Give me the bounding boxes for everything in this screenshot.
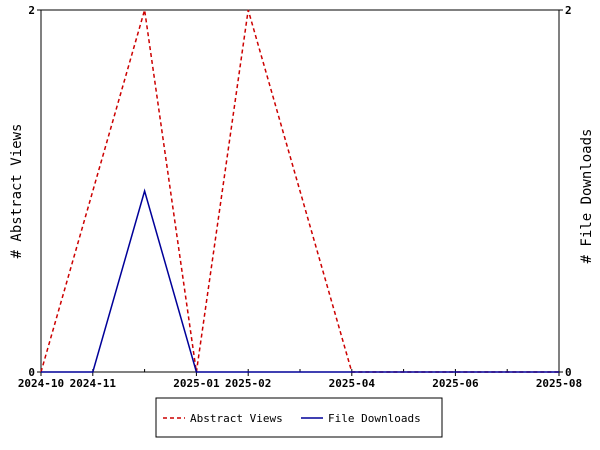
legend: Abstract Views File Downloads xyxy=(163,412,421,425)
y-right-tick-label: 2 xyxy=(565,4,572,17)
x-tick-label: 2025-01 xyxy=(173,377,220,390)
x-tick-label: 2025-02 xyxy=(225,377,271,390)
y-right-tick-label: 0 xyxy=(565,366,572,379)
y-left-tick-label: 2 xyxy=(28,4,35,17)
y-axis-right-title: # File Downloads xyxy=(579,129,595,264)
y-left-tick-label: 0 xyxy=(28,366,35,379)
legend-label: File Downloads xyxy=(328,412,421,425)
legend-label: Abstract Views xyxy=(190,412,283,425)
x-tick-label: 2024-10 xyxy=(18,377,64,390)
x-tick-label: 2025-08 xyxy=(536,377,582,390)
series-line-file-downloads xyxy=(41,188,559,373)
x-tick-label: 2025-06 xyxy=(432,377,479,390)
series-lines xyxy=(40,9,559,373)
series-line-abstract-views xyxy=(40,9,559,373)
legend-box xyxy=(155,397,443,438)
x-tick-label: 2025-04 xyxy=(329,377,376,390)
y-axis-left-title: # Abstract Views xyxy=(9,124,25,259)
x-tick-label: 2024-11 xyxy=(70,377,117,390)
axis-ticks: 2024-10 2024-11 2025-01 2025-02 2025-04 2025-… xyxy=(18,4,582,390)
